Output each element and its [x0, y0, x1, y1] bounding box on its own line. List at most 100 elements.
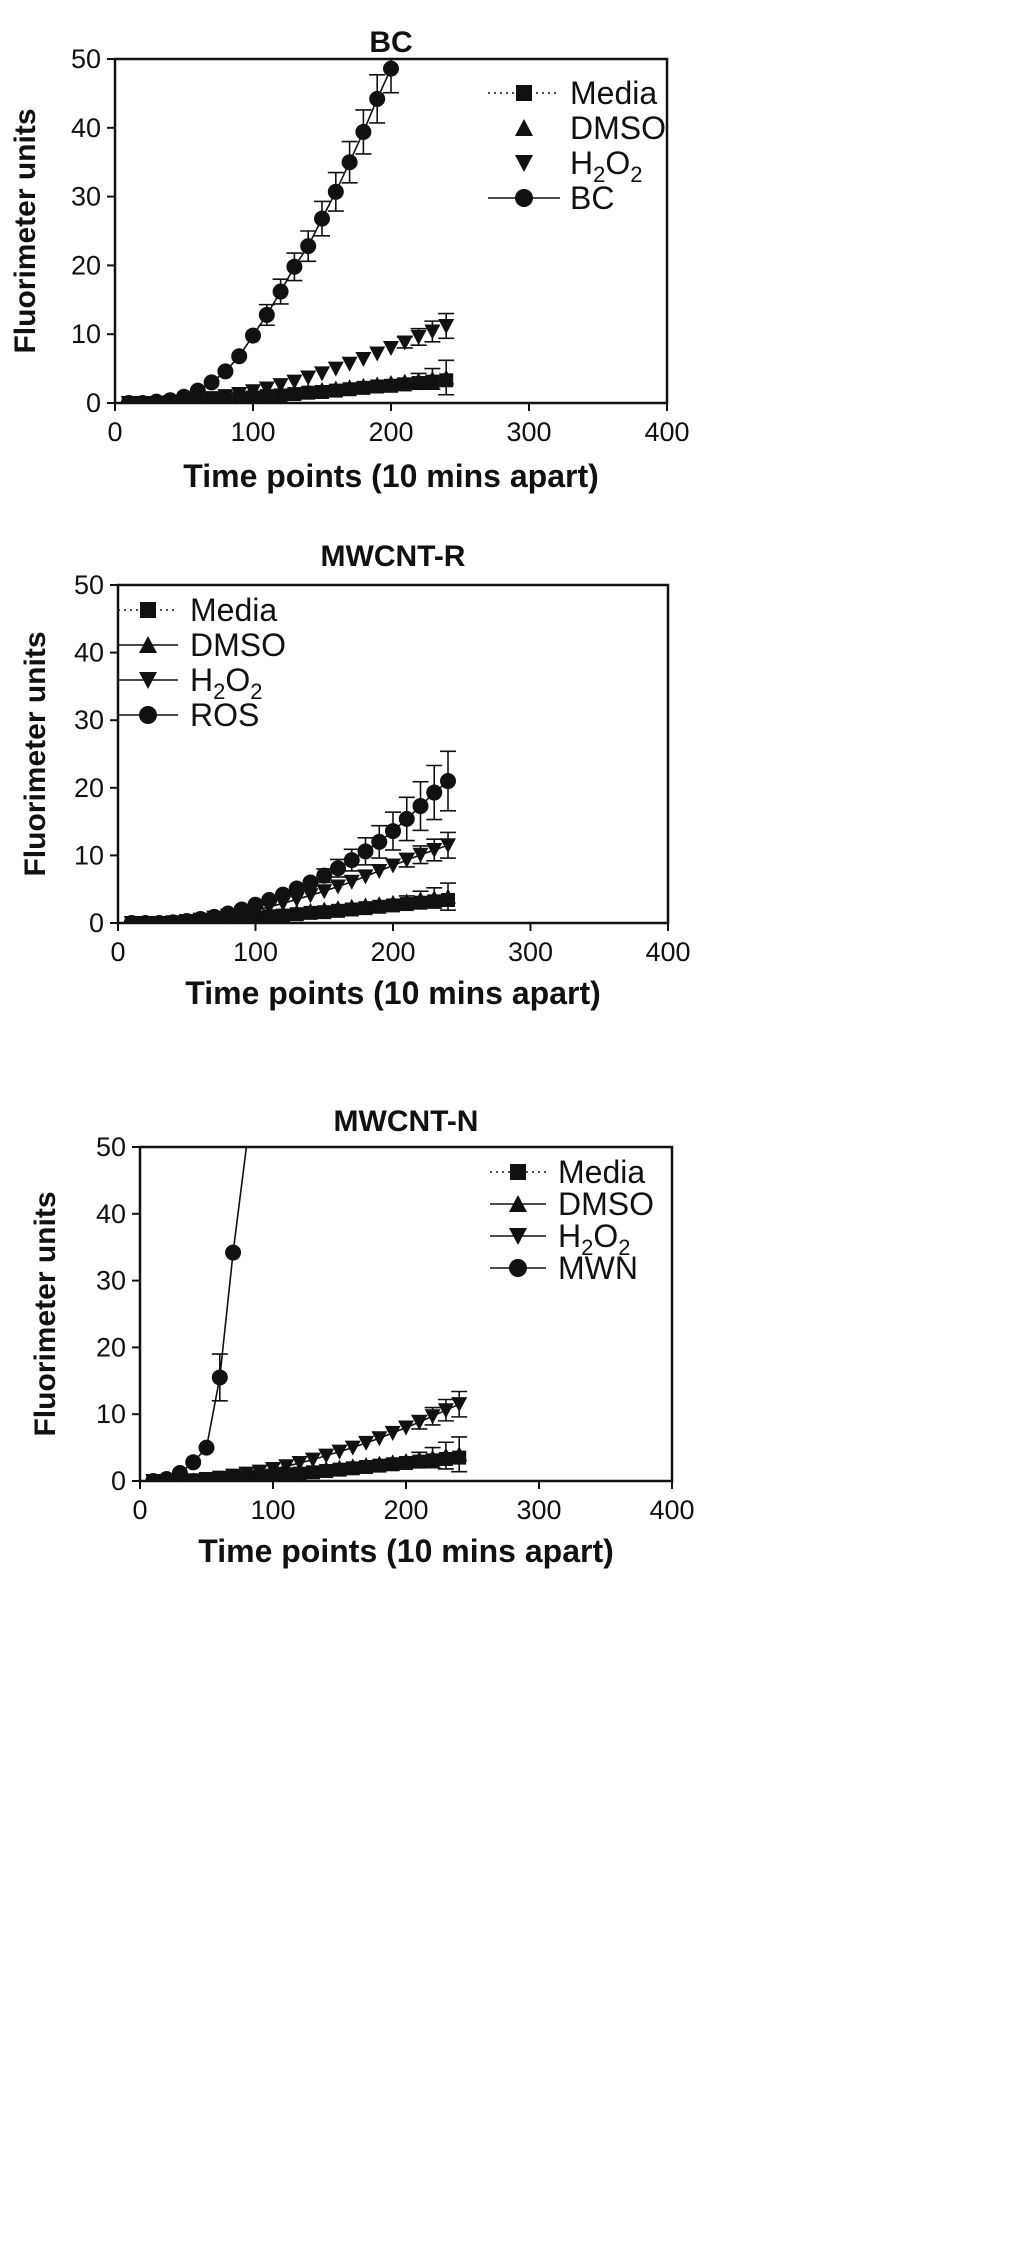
panel-1-ytick-label: 10 — [71, 319, 101, 349]
panel-1-series-h2o2-point — [314, 366, 330, 382]
panel-1-legend-dmso-label: DMSO — [570, 110, 666, 146]
panel-1-ytick-label: 30 — [71, 182, 101, 212]
panel-2-series-ros-point — [275, 886, 291, 903]
panel-2-series-ros-point — [220, 905, 236, 922]
panel-1-xtick-label: 300 — [506, 417, 551, 447]
panel-2-ytick-label: 10 — [74, 840, 104, 870]
panel-3-xtick-label: 200 — [383, 1495, 428, 1525]
panel-3-series-dmso-point — [344, 1458, 361, 1474]
panel-3-xtick-label: 300 — [516, 1495, 561, 1525]
panel-2-legend-dmso-swatch — [139, 636, 157, 653]
panel-1-series-h2o2-point — [286, 374, 303, 390]
panel-1-series-dmso-point — [300, 383, 317, 399]
panel-1-legend-media-swatch — [516, 85, 532, 101]
panel-1-legend-h2o2-swatch — [515, 155, 533, 172]
panel-2-series-ros-point — [302, 874, 319, 891]
panel-2-series-h2o2-point — [357, 869, 374, 885]
panel-2-series-dmso-point — [302, 902, 319, 918]
panel-1-series-h2o2-point — [231, 387, 248, 403]
panel-3-chart: MWCNT-N 0 10 20 30 40 50 0 100 200 300 400 Time poin… — [29, 1105, 695, 1569]
panel-1-series-bc-point — [134, 395, 151, 403]
panel-2-ytick-label: 50 — [74, 570, 104, 600]
panel-3-legend-dmso-swatch — [509, 1195, 527, 1212]
panel-3-series-h2o2-point — [185, 1473, 202, 1481]
panel-2-series-h2o2-point — [330, 879, 346, 895]
panel-2-series-ros-point — [123, 915, 140, 923]
panel-1-series-dmso-point — [383, 375, 399, 391]
panel-1-series-bc-point — [231, 348, 248, 365]
panel-1-series-dmso-point — [314, 381, 330, 397]
panel-1-series-h2o2-point — [355, 351, 372, 367]
panel-2-series-ros-point — [165, 914, 181, 923]
panel-3-series-mwn-point — [171, 1464, 188, 1481]
panel-3-series-h2o2-point — [384, 1425, 401, 1441]
panel-2-series-dmso-point — [440, 888, 456, 904]
panel-2-series-dmso-point — [343, 898, 360, 914]
panel-1-series-dmso-point — [424, 370, 441, 386]
panel-1-legend-bc-label: BC — [570, 180, 614, 216]
panel-1-series-bc-point — [189, 382, 206, 399]
panel-2-ytick-label: 30 — [74, 705, 104, 735]
panel-3-series-h2o2-point — [291, 1455, 308, 1471]
panel-3-ytick-label: 20 — [96, 1332, 126, 1362]
panel-1-series-h2o2-point — [300, 370, 317, 386]
panel-2-series-dmso-point — [288, 904, 305, 920]
panel-3-series-h2o2-point — [251, 1464, 268, 1480]
panel-1-plot-area — [120, 59, 455, 403]
panel-2-xtick-label: 300 — [508, 937, 553, 967]
panel-3-plot-area — [145, 1147, 468, 1481]
panel-1-series-bc-point — [120, 395, 137, 403]
panel-3-series-h2o2-point — [211, 1470, 228, 1481]
panel-1-ytick-label: 50 — [71, 44, 101, 74]
panel-1-xtick-label: 200 — [368, 417, 413, 447]
panel-2-series-h2o2-point — [316, 884, 333, 900]
panel-1-series-h2o2-point — [438, 318, 455, 334]
panel-1-series-bc-point — [327, 183, 344, 200]
panel-3-ytick-label: 0 — [111, 1466, 126, 1496]
panel-2-series-ros-point — [261, 892, 278, 909]
panel-2-series-ros-point — [316, 867, 333, 884]
panel-3-series-dmso-point — [437, 1447, 454, 1463]
panel-2-series-ros-point — [440, 773, 456, 790]
panel-3-y-axis-label: Fluorimeter units — [29, 1191, 62, 1436]
panel-3-title: MWCNT-N — [334, 1105, 479, 1138]
panel-1-xtick-label: 0 — [107, 417, 122, 447]
panel-1-series-h2o2-point — [327, 361, 344, 377]
panel-1-ytick-label: 0 — [86, 388, 101, 418]
panel-3-ytick-label: 10 — [96, 1399, 126, 1429]
panel-2-title: MWCNT-R — [321, 540, 466, 573]
panel-2-legend-dmso-label: DMSO — [190, 627, 286, 663]
panel-3-legend-h2o2-swatch — [509, 1228, 527, 1245]
panel-3-series-dmso-point — [398, 1452, 414, 1468]
panel-3-series-h2o2-point — [331, 1444, 348, 1460]
panel-2-series-h2o2-point — [371, 863, 388, 879]
panel-3-legend-mwn-swatch — [509, 1259, 527, 1277]
panel-3-legend-mwn-label: MWN — [558, 1250, 638, 1286]
panel-2-legend-ros-label: ROS — [190, 697, 259, 733]
panel-3-series-h2o2-point — [344, 1440, 361, 1456]
panel-1-series-dmso-point — [272, 386, 289, 402]
panel-1-series-bc-point — [341, 154, 358, 171]
panel-1-x-axis-label: Time points (10 mins apart) — [183, 458, 599, 494]
panel-1-series-h2o2-point — [203, 391, 220, 403]
panel-2-series-ros-point — [178, 912, 195, 923]
panel-1-series-bc-point — [258, 306, 275, 323]
panel-3-series-dmso-point — [424, 1449, 441, 1465]
panel-2-series-ros-point — [426, 784, 443, 801]
panel-3-series-dmso-point — [331, 1459, 348, 1475]
panel-1-ytick-label: 20 — [71, 250, 101, 280]
panel-1-series-bc-point — [383, 60, 399, 77]
panel-2-series-dmso-point — [316, 901, 333, 917]
panel-2-plot-area — [123, 750, 456, 923]
panel-3-series-dmso-point — [451, 1446, 468, 1462]
panel-2-series-ros-point — [233, 901, 250, 918]
panel-3-x-axis-label: Time points (10 mins apart) — [198, 1533, 614, 1569]
panel-1-series-dmso-point — [327, 380, 344, 396]
panel-3-xtick-label: 100 — [250, 1495, 295, 1525]
panel-3-series-dmso-point — [371, 1455, 388, 1471]
panel-1-series-dmso-point — [286, 384, 303, 400]
panel-1-series-bc-point — [203, 374, 220, 391]
panel-2-y-axis-label: Fluorimeter units — [19, 631, 52, 876]
